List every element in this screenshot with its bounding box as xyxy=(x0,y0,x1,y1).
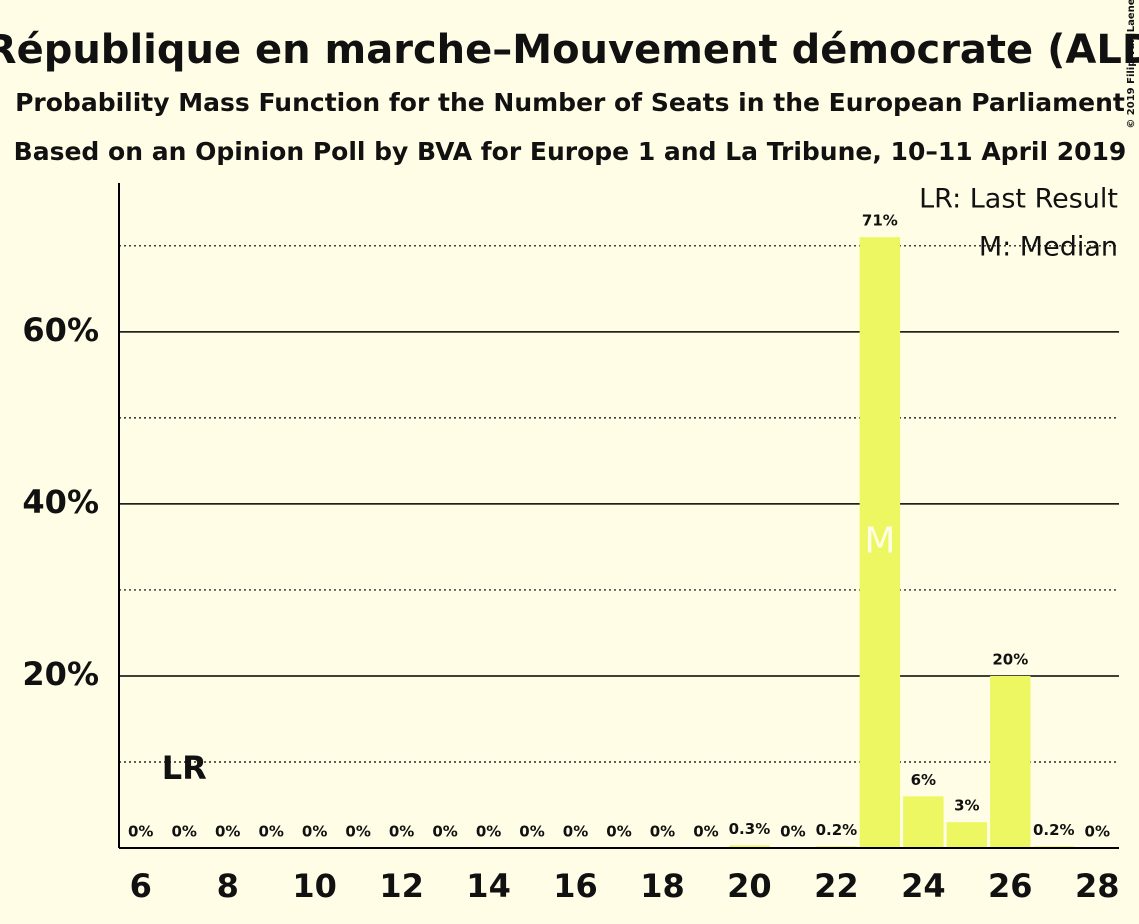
value-label: 0% xyxy=(476,823,501,841)
value-label: 0% xyxy=(1085,823,1110,841)
x-tick-label: 28 xyxy=(1075,867,1120,905)
x-tick-label: 14 xyxy=(466,867,511,905)
value-label: 0% xyxy=(302,823,327,841)
x-tick-label: 16 xyxy=(553,867,598,905)
x-tick-label: 22 xyxy=(814,867,859,905)
chart-source: Based on an Opinion Poll by BVA for Euro… xyxy=(14,137,1127,166)
value-label: 0.3% xyxy=(729,820,771,838)
copyright: © 2019 Filip van Laenen xyxy=(1126,0,1137,129)
bar xyxy=(729,845,770,848)
value-label: 0% xyxy=(345,823,370,841)
x-tick-label: 24 xyxy=(901,867,946,905)
x-tick-label: 18 xyxy=(640,867,685,905)
value-label: 0% xyxy=(519,823,544,841)
x-tick-label: 20 xyxy=(727,867,772,905)
value-label: 0% xyxy=(258,823,283,841)
bar xyxy=(946,822,988,848)
value-label: 0% xyxy=(215,823,240,841)
x-tick-label: 26 xyxy=(988,867,1033,905)
bar xyxy=(859,237,901,848)
x-tick-label: 10 xyxy=(292,867,337,905)
value-label: 0% xyxy=(693,823,718,841)
value-label: 0% xyxy=(128,823,153,841)
value-label: 6% xyxy=(911,771,936,789)
y-tick-label: 40% xyxy=(22,483,99,521)
x-tick-label: 6 xyxy=(130,867,152,905)
last-result-marker: LR xyxy=(162,749,207,787)
value-label: 0.2% xyxy=(816,821,858,839)
value-label: 0% xyxy=(432,823,457,841)
value-label: 0% xyxy=(389,823,414,841)
chart-subtitle: Probability Mass Function for the Number… xyxy=(15,88,1125,117)
value-label: 0% xyxy=(650,823,675,841)
x-tick-label: 8 xyxy=(217,867,239,905)
value-label: 0% xyxy=(171,823,196,841)
x-tick-label: 12 xyxy=(379,867,424,905)
value-label: 0.2% xyxy=(1033,821,1075,839)
legend-entry: M: Median xyxy=(979,232,1118,263)
chart-title: La République en marche–Mouvement démocr… xyxy=(0,27,1139,73)
value-label: 0% xyxy=(606,823,631,841)
value-label: 0% xyxy=(780,823,805,841)
y-tick-label: 20% xyxy=(22,655,99,693)
value-label: 3% xyxy=(954,797,979,815)
legend-entry: LR: Last Result xyxy=(919,184,1118,215)
value-label: 71% xyxy=(862,212,898,230)
bar xyxy=(990,675,1031,848)
median-marker: M xyxy=(864,521,895,562)
value-label: 20% xyxy=(992,650,1028,668)
bar xyxy=(903,796,944,848)
y-tick-label: 60% xyxy=(22,311,99,349)
value-label: 0% xyxy=(563,823,588,841)
